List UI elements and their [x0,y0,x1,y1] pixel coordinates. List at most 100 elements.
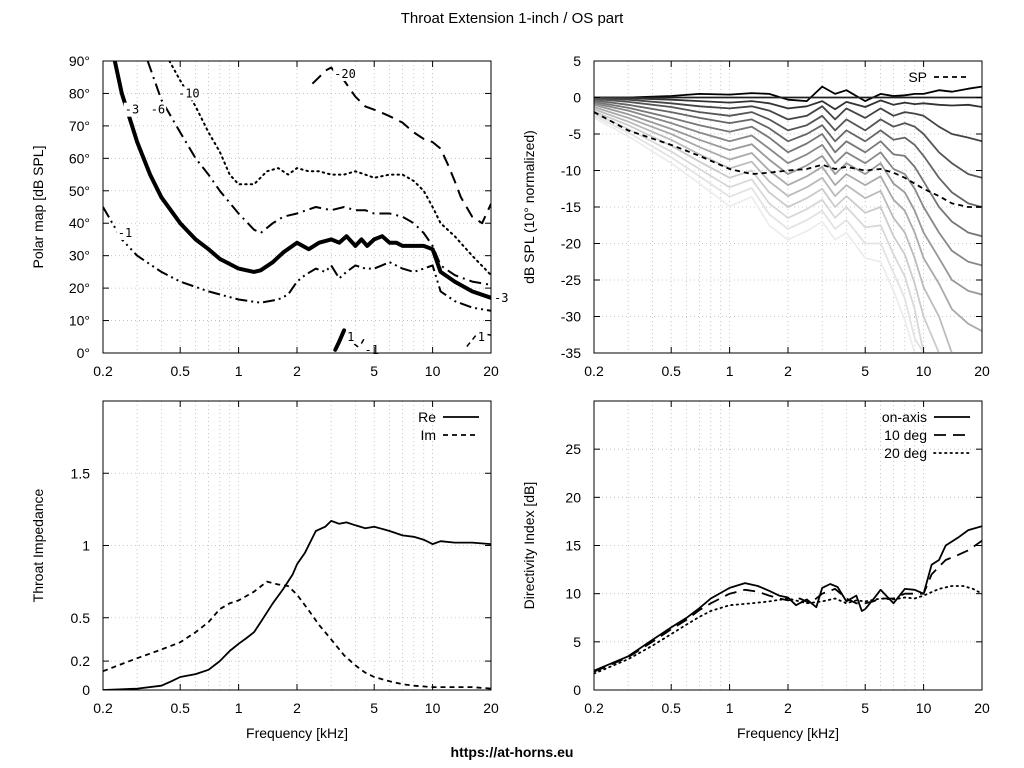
series-line [594,97,982,143]
x-tick-label: 1 [726,700,734,716]
y-tick-label: 15 [565,538,581,554]
contour-label: -3 [494,291,508,305]
y-tick-label: 1 [82,538,90,554]
x-tick-label: 0.2 [584,363,604,379]
y-tick-label: -35 [561,345,581,361]
contour-label: -3 [125,103,139,117]
series-line [594,103,982,296]
legend: Re Im [418,409,479,443]
x-tick-label: 1 [726,363,734,379]
contour-label: -6 [151,103,165,117]
y-tick-label: 20° [69,280,90,296]
legend: SP [908,69,970,85]
contour-label-bg [116,225,134,240]
x-tick-label: 10 [425,700,441,716]
series-line [594,102,982,267]
series-line-1 [348,336,366,348]
y-tick-label: 70° [69,118,90,134]
legend-label: 10 deg [884,427,927,443]
y-tick-label: 0.5 [71,610,91,626]
series-line--20 [311,66,491,225]
y-tick-label: 90° [69,53,90,69]
x-tick-label: 5 [861,700,869,716]
y-tick-label: -20 [561,236,581,252]
x-tick-label: 0.2 [93,700,113,716]
series-line [594,106,982,333]
y-tick-label: 20 [565,489,581,505]
x-tick-label: 2 [784,363,792,379]
series-line [594,114,982,353]
y-tick-label: 0 [573,682,581,698]
x-tick-label: 5 [370,700,378,716]
series-line-1 [333,328,347,352]
contour-label-bg [476,329,487,344]
y-tick-label: 40° [69,215,90,231]
contour-label-bg [123,102,141,117]
axis-ticks: 0.2 0.5 1 2 5 10 20 0° 10° 20° 30° 40° 50° 60° 70° 80° 9… [69,53,499,379]
x-tick-label: 1 [235,363,243,379]
x-tick-label: 0.2 [584,700,604,716]
x-tick-label: 10 [916,363,932,379]
x-tick-label: 0.5 [170,700,190,716]
y-tick-label: 0 [82,682,90,698]
y-tick-label: -5 [569,126,582,142]
contour-label: -10 [178,86,200,100]
y-tick-label: 80° [69,85,90,101]
spl-normalized-panel: 0.2 0.5 1 2 5 10 20 -35 -30 -25 -20 -15 -10 -5 0 5 dB SP… [521,53,990,379]
y-axis-label: Directivity Index [dB] [521,482,537,610]
grid-lines [593,401,983,691]
series-line [594,85,982,102]
y-tick-label: 5 [573,53,581,69]
series-line [594,108,982,353]
contour-label-bg [493,290,510,305]
series-line [594,110,982,353]
legend-label: on-axis [882,409,927,425]
legend-label: Im [420,427,436,443]
series-line-20-deg [594,585,982,675]
contour-labels: -3 -6 -10 -20 -1 -3 1 -1 1 [116,66,510,357]
legend-label: 20 deg [884,445,927,461]
y-axis-label: Throat Impedance [30,488,46,602]
y-tick-label: 5 [573,634,581,650]
contour-label: -20 [334,67,356,81]
y-tick-label: 25 [565,441,581,457]
y-axis-label: Polar map [dB SPL] [30,146,46,269]
x-tick-label: 1 [235,700,243,716]
x-tick-label: 20 [483,700,499,716]
x-tick-label: 0.2 [93,363,113,379]
series-line-sp [594,111,982,208]
legend-label: Re [418,409,436,425]
series-line-re [103,520,491,690]
legend: on-axis 10 deg 20 deg [882,409,971,461]
x-tick-label: 20 [974,700,990,716]
figure-title: Throat Extension 1-inch / OS part [401,10,624,27]
series-line [594,98,982,179]
series-group [594,525,982,675]
x-axis-label: Frequency [kHz] [737,725,839,741]
series-line [594,117,982,353]
series-line--10 [168,61,491,277]
y-tick-label: 10 [565,586,581,602]
contour-label-bg [149,102,167,117]
series-line [594,99,982,208]
polar-map-panel: -3 -6 -10 -20 -1 -3 1 -1 1 0.2 0.5 1 2 5 10 20 0° 10° 20° 3… [30,53,510,379]
x-tick-label: 10 [425,363,441,379]
contour-label: 1 [478,330,485,344]
y-tick-label: 60° [69,150,90,166]
y-tick-label: 0 [573,90,581,106]
series-line--3 [112,61,491,300]
series-line [594,112,982,353]
contour-label-bg [346,329,356,344]
y-tick-label: -30 [561,309,581,325]
y-tick-label: -25 [561,272,581,288]
y-tick-label: 30° [69,248,90,264]
x-tick-label: 2 [293,363,301,379]
x-tick-label: 20 [974,363,990,379]
y-tick-label: 1.5 [71,465,91,481]
contour-label-bg [176,86,201,101]
y-axis-label: dB SPL (10° normalized) [521,130,537,284]
